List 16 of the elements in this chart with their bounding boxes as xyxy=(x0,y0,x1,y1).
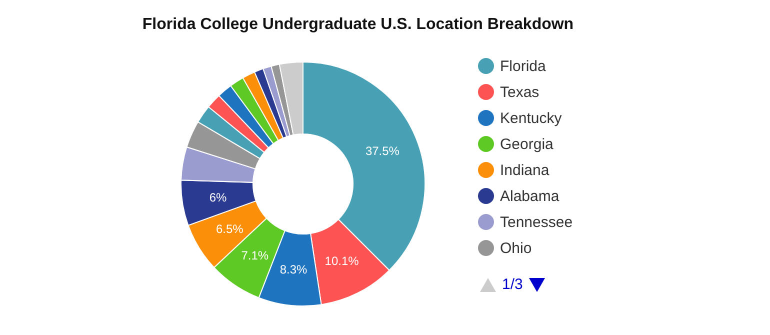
data-label: 6% xyxy=(209,190,228,204)
data-label: 10.1% xyxy=(324,254,360,268)
data-label: 6.5% xyxy=(216,222,244,236)
legend-label: Alabama xyxy=(500,188,560,204)
legend-label: Texas xyxy=(500,84,540,100)
legend-label: Tennessee xyxy=(500,214,573,230)
data-label: 8.3% xyxy=(280,262,308,276)
legend-label: Georgia xyxy=(500,136,554,152)
chart-title: Florida College Undergraduate U.S. Location Breakdown xyxy=(141,16,575,34)
legend-label: Florida xyxy=(500,58,546,74)
text: 1/3 xyxy=(502,276,523,293)
data-label: 37.5% xyxy=(365,144,400,158)
legend-label: Indiana xyxy=(500,162,550,178)
legend-label: Kentucky xyxy=(500,110,562,126)
legend-label: Ohio xyxy=(500,240,532,256)
data-label: 7.1% xyxy=(241,248,269,262)
